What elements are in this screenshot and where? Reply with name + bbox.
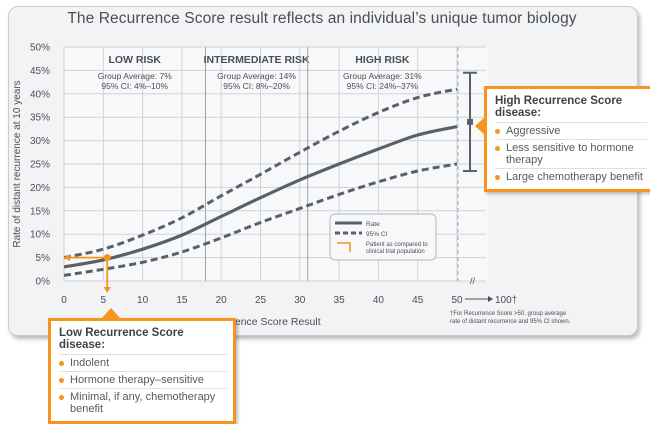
legend-box <box>329 213 437 261</box>
low-callout-item: Minimal, if any, chemotherapy benefit <box>59 388 227 417</box>
legend-ci-label: 95% CI <box>366 231 388 238</box>
chart-title: The Recurrence Score result reflects an … <box>67 10 577 27</box>
low-callout-item: Hormone therapy–sensitive <box>59 371 227 388</box>
y-tick-label: 10% <box>30 230 50 241</box>
y-tick-label: 30% <box>30 136 50 147</box>
region-average: Group Average: 7% <box>98 71 172 81</box>
rate-curve <box>63 124 458 269</box>
region-label: LOW RISK <box>108 54 161 66</box>
arrow-head <box>488 296 493 302</box>
x-tick-label: 100† <box>495 295 517 306</box>
high-callout-item: Less sensitive to hormone therapy <box>495 139 647 168</box>
x-tick-label: 20 <box>216 295 228 306</box>
ci-curve <box>63 162 458 277</box>
x-tick-label: 50 <box>451 295 463 306</box>
region-ci: 95% CI: 24%–37% <box>347 81 419 91</box>
region-average: Group Average: 14% <box>217 71 296 81</box>
region-label: INTERMEDIATE RISK <box>204 54 310 66</box>
high-callout-item: Aggressive <box>495 122 647 139</box>
x-tick-label: 45 <box>412 295 424 306</box>
y-tick-label: 45% <box>30 66 50 77</box>
footnote-line: rate of distant recurrence and 95% CI sh… <box>450 319 571 325</box>
low-score-callout: Low Recurrence Score disease: Indolent H… <box>48 318 236 424</box>
x-tick-label: 30 <box>294 295 306 306</box>
region-ci: 95% CI: 8%–20% <box>223 81 290 91</box>
marker-point <box>103 254 111 262</box>
x-tick-label: 35 <box>334 295 346 306</box>
y-axis-label: Rate of distant recurrence at 10 years <box>12 80 23 247</box>
low-callout-item: Indolent <box>59 354 227 371</box>
y-tick-label: 25% <box>30 160 50 171</box>
legend-marker-swatch <box>337 242 351 252</box>
low-callout-pointer <box>102 308 120 318</box>
axis-break-mark: // <box>470 276 476 286</box>
high-score-callout: High Recurrence Score disease: Aggressiv… <box>484 86 650 192</box>
footnote-line: †For Recurrence Score >50, group average <box>450 311 567 317</box>
y-tick-label: 5% <box>36 253 51 264</box>
x-tick-label: 10 <box>137 295 149 306</box>
high-callout-heading: High Recurrence Score disease: <box>495 95 623 119</box>
chart-svg: 0% 5% 10% 15% 20% 25% 30% 35% 40% 45% 50% 0 5 10 15 20 2… <box>12 43 571 329</box>
x-tick-label: 5 <box>101 295 107 306</box>
low-callout-heading: Low Recurrence Score disease: <box>59 327 184 351</box>
region-label: HIGH RISK <box>355 54 410 66</box>
region-average: Group Average: 31% <box>343 71 422 81</box>
marker-arrow-left <box>64 254 70 262</box>
x-tick-label: 15 <box>176 295 188 306</box>
legend-marker-label: clinical trial population <box>366 249 425 255</box>
legend-rate-label: Rate <box>366 221 380 228</box>
marker-arrow-down <box>103 287 111 293</box>
y-tick-label: 50% <box>30 43 50 54</box>
x-tick-label: 0 <box>61 295 67 306</box>
y-tick-label: 15% <box>30 206 50 217</box>
y-tick-label: 40% <box>30 89 50 100</box>
ci-curve <box>63 87 458 260</box>
y-tick-label: 0% <box>36 277 51 288</box>
y-tick-label: 35% <box>30 113 50 124</box>
y-tick-label: 20% <box>30 183 50 194</box>
error-bar-midpoint <box>467 118 473 125</box>
x-tick-label: 40 <box>373 295 385 306</box>
high-callout-item: Large chemotherapy benefit <box>495 168 647 185</box>
x-tick-label: 25 <box>255 295 267 306</box>
region-ci: 95% CI: 4%–10% <box>101 81 168 91</box>
legend-marker-label: Patient as compared to <box>366 242 428 248</box>
high-callout-pointer <box>475 117 485 135</box>
